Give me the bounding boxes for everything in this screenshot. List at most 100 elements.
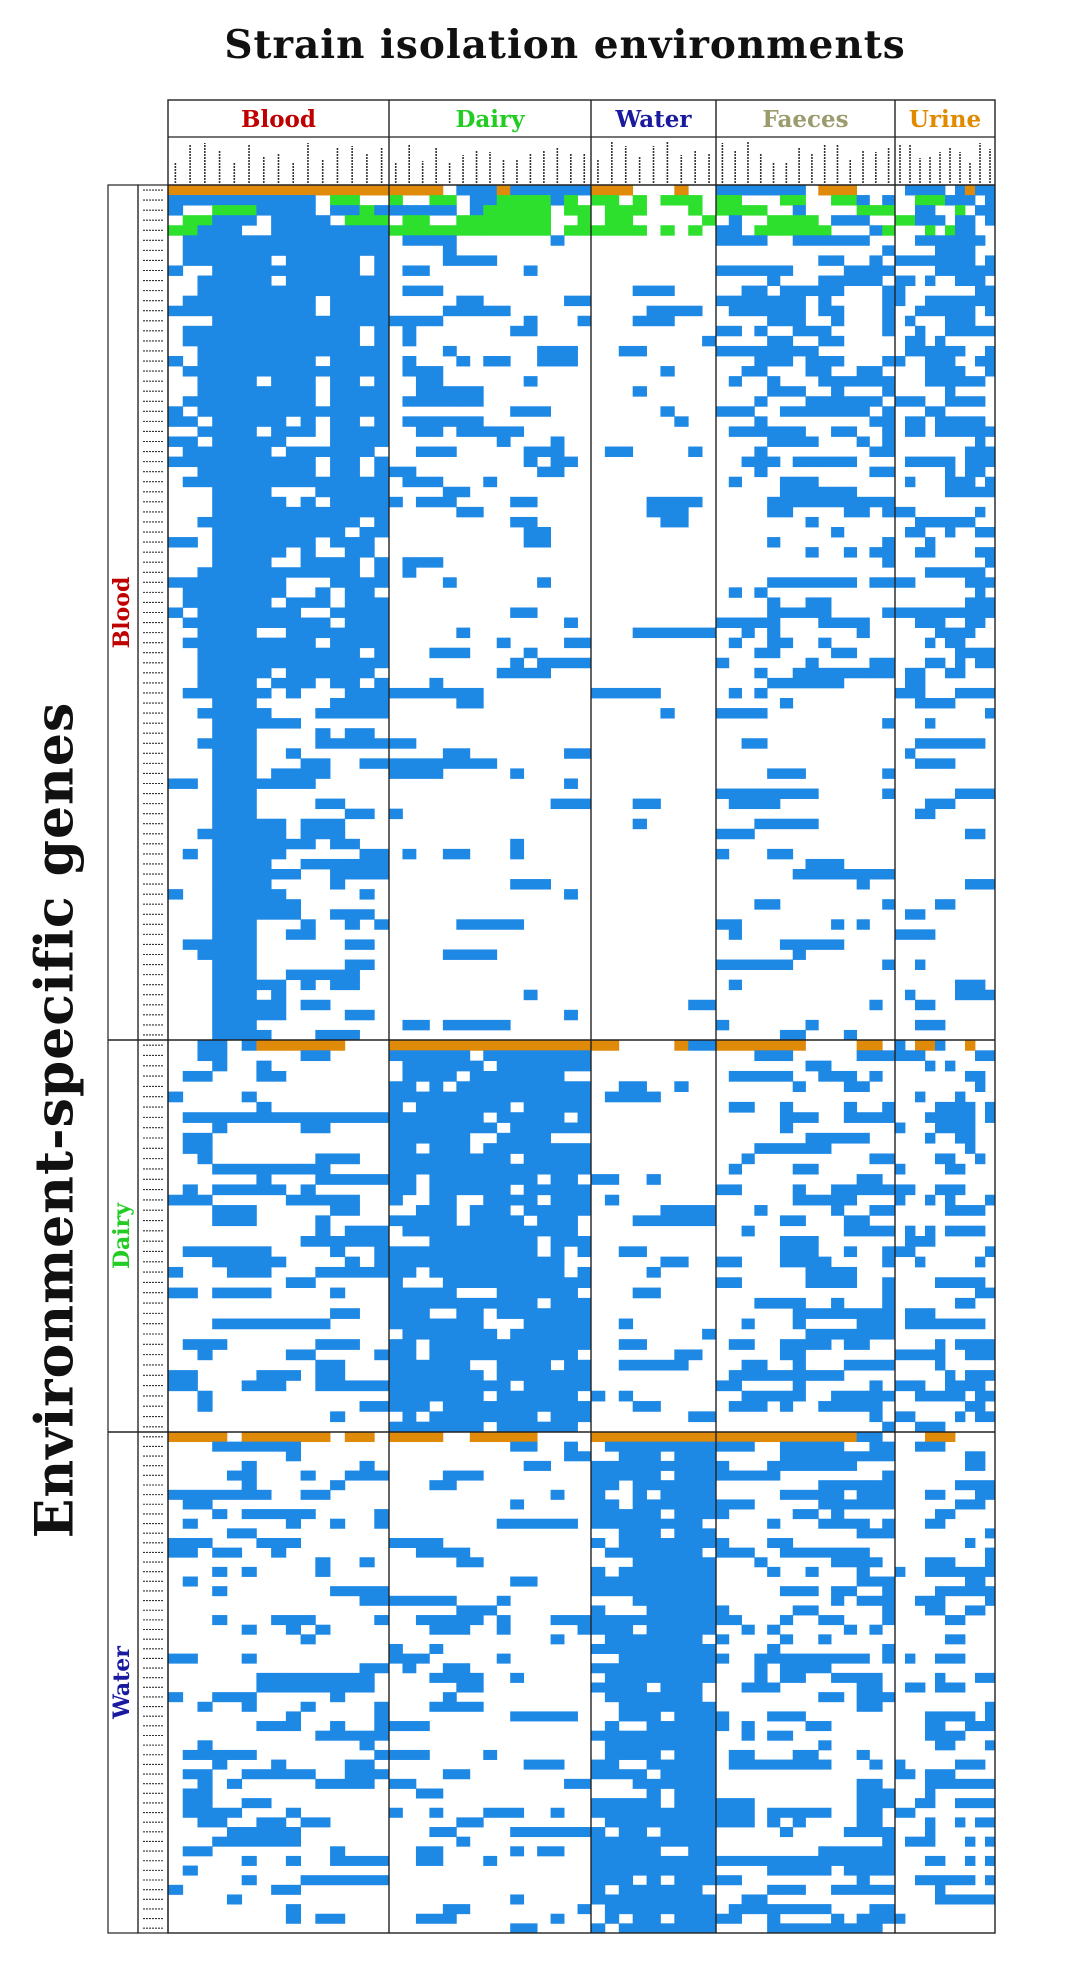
heatmap-cell	[315, 657, 331, 669]
heatmap-cell	[212, 315, 228, 327]
heatmap-cell	[945, 1634, 966, 1645]
heatmap-cell	[285, 647, 346, 659]
heatmap-cell	[402, 1359, 430, 1371]
heatmap-cell	[271, 768, 331, 779]
heatmap-cell	[618, 1359, 689, 1371]
heatmap-cell	[241, 1798, 257, 1809]
heatmap-cell	[226, 667, 272, 679]
heatmap-cell	[604, 1634, 620, 1645]
heatmap-cell	[805, 1060, 832, 1072]
heatmap-cell	[182, 1246, 272, 1258]
heatmap-cell	[226, 1009, 243, 1021]
heatmap-cell	[975, 436, 986, 447]
heatmap-cell	[674, 1894, 717, 1905]
heatmap-cell	[856, 919, 870, 930]
heatmap-cell	[632, 818, 647, 830]
heatmap-cell	[688, 1432, 703, 1443]
heatmap-cell	[779, 1339, 794, 1350]
heatmap-cell	[955, 1380, 986, 1392]
heatmap-cell	[212, 547, 228, 558]
heatmap-cell	[483, 1122, 498, 1134]
heatmap-cell	[537, 879, 551, 890]
heatmap-cell	[604, 1194, 620, 1206]
heatmap-cell	[646, 1605, 675, 1616]
heatmap-cell	[831, 1595, 845, 1606]
heatmap-cell	[285, 245, 331, 256]
heatmap-cell	[415, 386, 430, 397]
heatmap-cell	[300, 1184, 316, 1196]
heatmap-cell	[315, 1194, 360, 1206]
heatmap-cell	[523, 456, 538, 468]
heatmap-cell	[496, 1060, 525, 1072]
heatmap-cell	[469, 1081, 592, 1092]
heatmap-cell	[523, 537, 551, 548]
heatmap-cell	[197, 647, 228, 659]
heatmap-cell	[523, 1153, 592, 1165]
heatmap-cell	[591, 195, 620, 206]
heatmap-cell	[359, 1663, 375, 1674]
heatmap-cell	[955, 647, 986, 659]
heatmap-cell	[925, 1489, 936, 1500]
heatmap-cell	[315, 1215, 331, 1227]
heatmap-cell	[604, 1904, 634, 1915]
heatmap-cell	[767, 1518, 781, 1529]
heatmap-cell	[716, 1537, 730, 1549]
heatmap-cell	[212, 1205, 228, 1216]
heatmap-cell	[212, 969, 243, 981]
heatmap-cell	[985, 1711, 996, 1722]
heatmap-cell	[523, 1401, 551, 1412]
heatmap-cell	[483, 195, 498, 206]
heatmap-cell	[344, 959, 375, 970]
heatmap-cell	[895, 1913, 906, 1924]
heatmap-cell	[632, 195, 647, 206]
heatmap-cell	[226, 1019, 257, 1031]
heatmap-cell	[256, 1060, 272, 1072]
heatmap-cell	[564, 1122, 592, 1134]
heatmap-cell	[882, 285, 896, 297]
heatmap-cell	[197, 657, 213, 669]
heatmap-cell	[359, 225, 375, 236]
heatmap-cell	[374, 416, 390, 427]
heatmap-cell	[646, 496, 703, 508]
heatmap-cell	[241, 446, 272, 457]
heatmap-cell	[915, 698, 946, 709]
heatmap-cell	[402, 285, 444, 297]
heatmap-cell	[344, 587, 375, 598]
heatmap-cell	[330, 1246, 346, 1258]
heatmap-cell	[618, 345, 647, 357]
heatmap-cell	[915, 808, 936, 820]
heatmap-cell	[632, 1643, 647, 1654]
heatmap-cell	[523, 1759, 565, 1770]
heatmap-cell	[895, 285, 906, 297]
heatmap-cell	[915, 1091, 926, 1103]
heatmap-cell	[856, 1040, 883, 1051]
heatmap-cell	[389, 1318, 403, 1330]
heatmap-cell	[182, 1865, 198, 1876]
heatmap-cell	[882, 1246, 896, 1258]
heatmap-cell	[374, 627, 390, 639]
heatmap-cell	[389, 1277, 403, 1288]
heatmap-cell	[818, 185, 845, 196]
heatmap-cell	[330, 1855, 390, 1866]
heatmap-cell	[856, 1692, 870, 1703]
heatmap-cell	[646, 1624, 661, 1635]
heatmap-cell	[741, 788, 819, 799]
heatmap-cell	[925, 1769, 956, 1780]
heatmap-cell	[882, 1615, 896, 1626]
heatmap-cell	[212, 838, 316, 850]
heatmap-cell	[779, 1663, 832, 1674]
heatmap-cell	[767, 1566, 781, 1577]
heatmap-cell	[212, 798, 257, 810]
heatmap-cell	[767, 677, 781, 689]
heatmap-cell	[965, 1460, 986, 1471]
heatmap-cell	[537, 1215, 578, 1227]
heatmap-cell	[429, 1060, 457, 1072]
heatmap-cell	[716, 708, 755, 719]
heatmap-cell	[915, 195, 946, 206]
heatmap-cell	[510, 1390, 525, 1402]
heatmap-cell	[389, 1112, 444, 1123]
heatmap-cell	[925, 1566, 996, 1577]
heatmap-cell	[632, 1865, 703, 1876]
heatmap-cell	[779, 1586, 819, 1597]
heatmap-cell	[591, 1489, 606, 1500]
